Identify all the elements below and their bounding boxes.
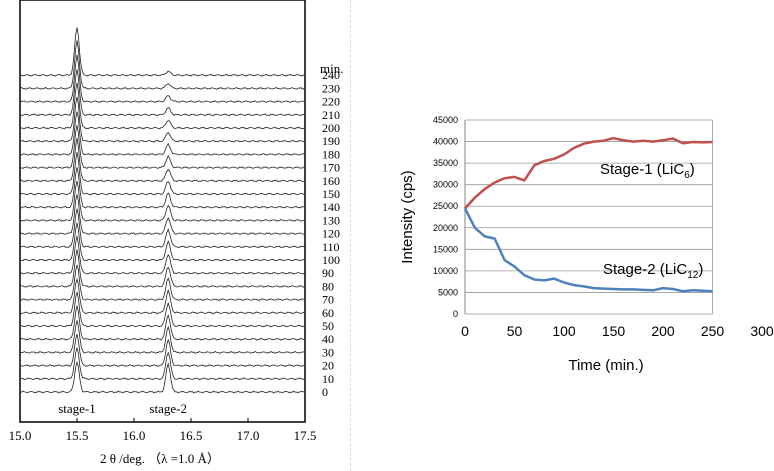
trace-180 xyxy=(19,111,306,156)
trace-160 xyxy=(19,137,306,183)
diffraction-traces xyxy=(19,27,306,394)
trace-80 xyxy=(19,249,306,288)
x-axis-tick-labels: 0 50 100 150 200 250 300 xyxy=(461,323,774,339)
peak-label-stage-2: stage-2 xyxy=(149,401,187,416)
trace-10 xyxy=(19,347,306,381)
time-label: 110 xyxy=(322,240,340,254)
time-unit-label: min. xyxy=(320,61,343,76)
series-line-stage-2 xyxy=(463,207,713,293)
x-tick-label: 15.0 xyxy=(9,428,32,443)
time-label: 120 xyxy=(322,227,340,241)
y-tick-label: 30000 xyxy=(433,180,458,190)
trace-120 xyxy=(19,194,306,235)
y-tick-label: 5000 xyxy=(438,287,458,297)
x-tick-label: 17.5 xyxy=(294,428,317,443)
time-label: 160 xyxy=(322,174,340,188)
trace-140 xyxy=(19,167,306,209)
separator xyxy=(350,0,351,471)
trace-170 xyxy=(19,125,306,169)
y-axis-tick-labels: 0 5000 10000 15000 20000 25000 30000 35000 40000… xyxy=(433,115,458,319)
xrd-waterfall-chart: 15.0 15.5 16.0 16.5 17.0 17.5 240230220210200… xyxy=(9,0,343,466)
y-tick-label: 45000 xyxy=(433,115,458,125)
svg-text:Stage-2 (LiC12): Stage-2 (LiC12) xyxy=(603,261,703,281)
trace-210 xyxy=(19,69,306,117)
trace-130 xyxy=(19,181,306,222)
y-tick-label: 35000 xyxy=(433,158,458,168)
time-label: 80 xyxy=(322,279,334,293)
x-tick-label: 300 xyxy=(750,323,774,339)
time-label: 30 xyxy=(322,345,334,359)
time-labels: 2402302202102001901801701601501401301201… xyxy=(322,68,340,399)
time-label: 10 xyxy=(322,372,334,386)
time-label: 70 xyxy=(322,293,334,307)
y-tick-label: 20000 xyxy=(433,223,458,233)
trace-230 xyxy=(19,40,306,90)
time-label: 90 xyxy=(322,266,334,280)
x-axis-label: Time (min.) xyxy=(568,357,643,374)
time-label: 170 xyxy=(322,161,340,175)
time-label: 20 xyxy=(322,359,334,373)
x-tick-label: 250 xyxy=(701,323,725,339)
trace-200 xyxy=(19,82,306,130)
y-tick-label: 10000 xyxy=(433,266,458,276)
trace-100 xyxy=(19,222,306,262)
trace-40 xyxy=(19,305,306,341)
time-label: 220 xyxy=(322,95,340,109)
trace-50 xyxy=(19,291,306,328)
y-tick-label: 40000 xyxy=(433,137,458,147)
x-tick-label: 50 xyxy=(507,323,523,339)
y-tick-label: 25000 xyxy=(433,201,458,211)
time-label: 180 xyxy=(322,147,340,161)
x-tick-label: 16.0 xyxy=(123,428,146,443)
x-tick-label: 150 xyxy=(602,323,626,339)
x-tick-label: 17.0 xyxy=(237,428,260,443)
x-tick-label: 0 xyxy=(461,323,469,339)
data-series xyxy=(463,136,713,293)
time-label: 230 xyxy=(322,81,340,95)
y-tick-label: 0 xyxy=(453,309,458,319)
time-label: 240 xyxy=(322,68,340,82)
time-label: 40 xyxy=(322,332,334,346)
trace-110 xyxy=(19,208,306,249)
time-label: 60 xyxy=(322,306,334,320)
peak-label-stage-1: stage-1 xyxy=(58,401,96,416)
time-label: 150 xyxy=(322,187,340,201)
time-label: 200 xyxy=(322,121,340,135)
time-label: 50 xyxy=(322,319,334,333)
trace-70 xyxy=(19,264,306,301)
series-label-stage-1: Stage-1 (LiC6) xyxy=(600,161,695,181)
x-tick-label: 16.5 xyxy=(180,428,203,443)
y-tick-label: 15000 xyxy=(433,244,458,254)
series-label-stage-2: Stage-2 (LiC12) xyxy=(603,261,703,281)
trace-220 xyxy=(19,54,306,103)
trace-90 xyxy=(19,235,306,275)
intensity-time-chart: 0 5000 10000 15000 20000 25000 30000 35000 40000… xyxy=(399,115,774,374)
x-tick-label: 100 xyxy=(552,323,576,339)
x-tick-label: 15.5 xyxy=(66,428,89,443)
trace-20 xyxy=(19,334,306,368)
time-label: 210 xyxy=(322,108,340,122)
time-label: 130 xyxy=(322,213,340,227)
plot-frame xyxy=(19,0,306,423)
time-label: 140 xyxy=(322,200,340,214)
trace-30 xyxy=(19,320,306,354)
x-axis-label: 2 θ /deg. （λ =1.0 Å） xyxy=(100,451,220,466)
trace-60 xyxy=(19,277,306,315)
grid-lines xyxy=(464,119,713,315)
y-axis-label: Intensity (cps) xyxy=(399,170,416,263)
time-label: 190 xyxy=(322,134,340,148)
time-label: 0 xyxy=(322,385,328,399)
series-line-stage-1 xyxy=(464,136,713,210)
trace-190 xyxy=(19,96,306,143)
svg-text:Stage-1 (LiC6): Stage-1 (LiC6) xyxy=(600,161,695,181)
x-axis-ticks: 15.0 15.5 16.0 16.5 17.0 17.5 xyxy=(9,418,317,443)
x-tick-label: 200 xyxy=(651,323,675,339)
time-label: 100 xyxy=(322,253,340,267)
trace-0 xyxy=(19,360,306,394)
trace-240 xyxy=(19,27,306,77)
trace-150 xyxy=(19,152,306,196)
